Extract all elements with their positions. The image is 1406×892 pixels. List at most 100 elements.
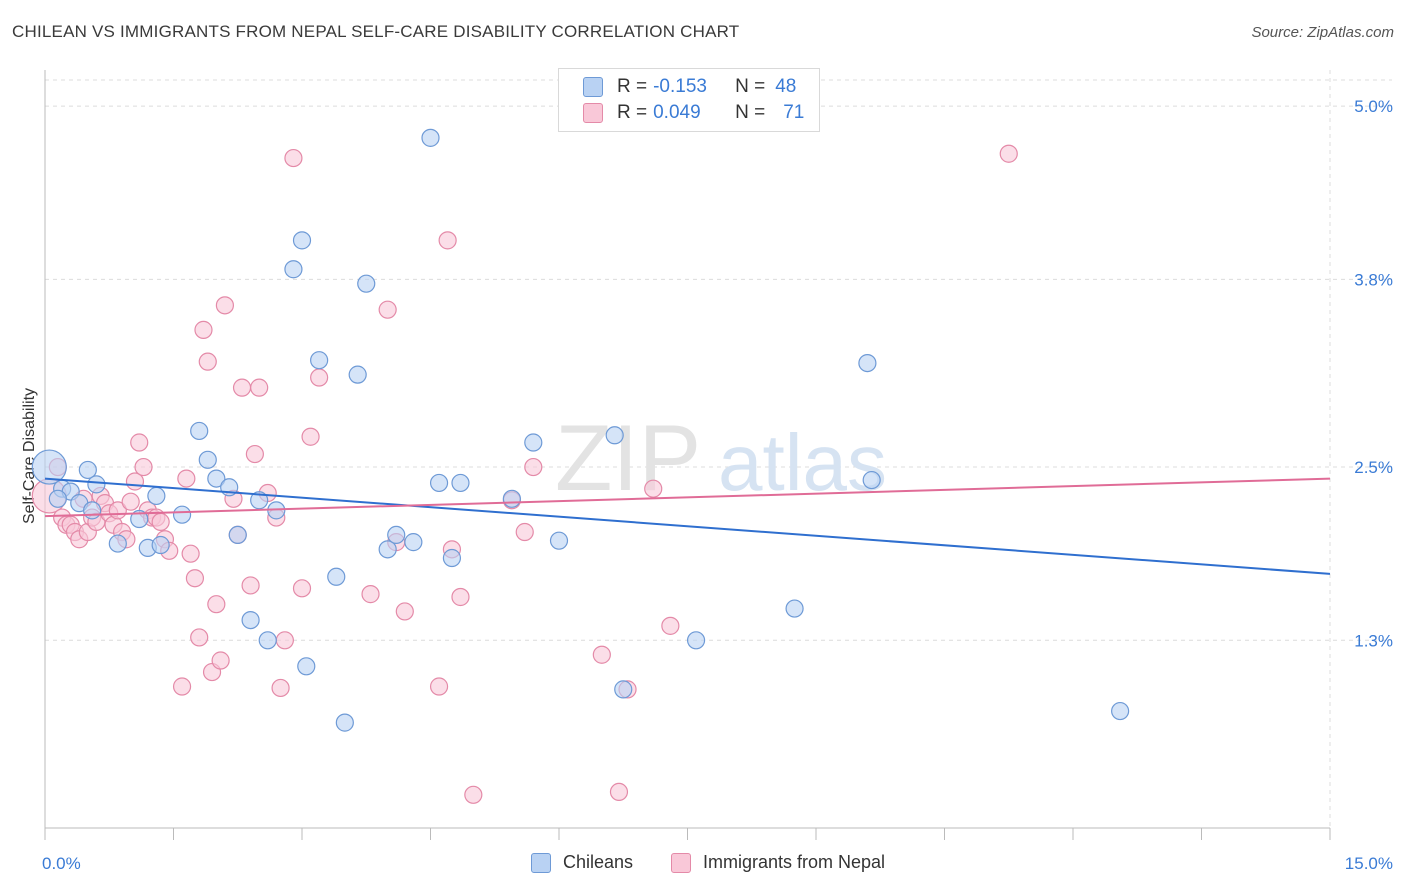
nepal-point bbox=[211, 651, 230, 670]
y-tick-label: 5.0% bbox=[1354, 97, 1393, 116]
nepal-point bbox=[999, 144, 1018, 163]
nepal-point bbox=[121, 492, 140, 511]
chilean-point bbox=[108, 534, 127, 553]
nepal-point bbox=[185, 569, 205, 588]
x-tick-label: 15.0% bbox=[1345, 854, 1393, 873]
chilean-point bbox=[292, 231, 312, 250]
chilean-point bbox=[858, 353, 877, 373]
nepal-point bbox=[310, 368, 329, 387]
chilean-point bbox=[442, 548, 462, 568]
chilean-point bbox=[404, 533, 423, 552]
chilean-point bbox=[151, 535, 170, 555]
chilean-point bbox=[172, 505, 192, 524]
chilean-point bbox=[31, 449, 67, 485]
nepal-point bbox=[515, 522, 534, 542]
chilean-point bbox=[198, 450, 217, 469]
nepal-point bbox=[181, 544, 200, 563]
chilean-point bbox=[48, 489, 67, 508]
chilean-point bbox=[387, 525, 406, 545]
nepal-point bbox=[275, 631, 294, 650]
chilean-point bbox=[785, 599, 804, 618]
watermark-zip: ZIP bbox=[555, 405, 701, 510]
chilean-point bbox=[190, 421, 209, 441]
nepal-point bbox=[245, 444, 264, 464]
chilean-point bbox=[335, 713, 354, 732]
nepal-point bbox=[241, 576, 260, 595]
nepal-point bbox=[438, 231, 457, 250]
chilean-point bbox=[250, 491, 269, 510]
nepal-point bbox=[134, 457, 153, 477]
nepal-point bbox=[661, 616, 680, 635]
legend-r-value: 0.049 bbox=[653, 102, 701, 123]
chilean-point bbox=[284, 260, 303, 279]
legend-n-label: N = bbox=[735, 102, 766, 123]
chilean-point bbox=[83, 501, 102, 520]
legend-n-value: 71 bbox=[783, 102, 805, 123]
chilean-point bbox=[549, 531, 569, 550]
nepal-point bbox=[194, 320, 213, 339]
chilean-point bbox=[357, 274, 376, 293]
series-legend: Chileans Immigrants from Nepal bbox=[0, 852, 1406, 878]
axes bbox=[44, 70, 1331, 840]
legend-n-label: N = bbox=[735, 76, 766, 97]
nepal-point bbox=[292, 579, 312, 598]
legend-swatch-chileans bbox=[531, 852, 551, 873]
watermark: ZIP atlas bbox=[555, 405, 887, 510]
chilean-point bbox=[614, 680, 633, 699]
legend-swatch-chileans bbox=[583, 77, 603, 97]
nepal-point bbox=[172, 677, 192, 696]
nepal-point bbox=[190, 628, 209, 647]
chart-title: CHILEAN VS IMMIGRANTS FROM NEPAL SELF-CA… bbox=[12, 22, 740, 41]
nepal-trend-line bbox=[44, 477, 1331, 518]
y-tick-label: 2.5% bbox=[1354, 458, 1393, 477]
chilean-point bbox=[451, 473, 470, 493]
nepal-point bbox=[395, 602, 414, 621]
chilean-point bbox=[348, 365, 367, 384]
chilean-point bbox=[130, 509, 149, 529]
tick-labels: 1.3% 2.5% 3.8% 5.0% 0.0% 15.0% bbox=[42, 97, 1393, 873]
chilean-point bbox=[207, 469, 226, 488]
nepal-point bbox=[378, 300, 397, 319]
nepal-point bbox=[151, 512, 170, 532]
stats-legend: R = -0.153 N = 48 R = 0.049 N = 71 bbox=[558, 68, 820, 132]
legend-r-value: -0.153 bbox=[653, 76, 707, 97]
legend-row-nepal: R = 0.049 N = 71 bbox=[583, 100, 804, 126]
nepal-point bbox=[198, 352, 217, 371]
chilean-point bbox=[605, 426, 624, 445]
nepal-point bbox=[250, 378, 269, 397]
nepal-point bbox=[464, 785, 483, 804]
x-tick-label: 0.0% bbox=[42, 854, 81, 873]
legend-r-label: R = bbox=[617, 102, 648, 123]
nepal-point bbox=[301, 427, 320, 446]
chilean-point bbox=[147, 486, 166, 506]
nepal-point bbox=[271, 678, 290, 698]
chilean-point bbox=[429, 473, 449, 493]
legend-label-chileans: Chileans bbox=[563, 852, 634, 872]
legend-r-label: R = bbox=[617, 76, 648, 97]
legend-item-nepal[interactable]: Immigrants from Nepal bbox=[671, 852, 885, 873]
nepal-point bbox=[592, 645, 611, 664]
nepal-point bbox=[215, 296, 234, 315]
chilean-point bbox=[78, 460, 97, 480]
chilean-point bbox=[686, 631, 706, 650]
legend-swatch-nepal bbox=[671, 852, 691, 873]
chilean-point bbox=[421, 128, 440, 147]
chilean-point bbox=[228, 525, 247, 545]
chileans-trend-line bbox=[44, 477, 1331, 575]
chilean-point bbox=[524, 433, 543, 452]
nepal-point bbox=[232, 378, 252, 397]
chilean-point bbox=[502, 489, 521, 508]
legend-item-chileans[interactable]: Chileans bbox=[531, 852, 633, 873]
nepal-point bbox=[130, 433, 149, 452]
nepal-point bbox=[609, 782, 629, 802]
chilean-point bbox=[297, 657, 316, 676]
legend-row-chileans: R = -0.153 N = 48 bbox=[583, 74, 796, 100]
chilean-point bbox=[862, 470, 881, 490]
nepal-point bbox=[429, 677, 449, 696]
trend-lines bbox=[44, 477, 1331, 575]
nepal-point bbox=[207, 595, 226, 614]
nepal-point bbox=[451, 587, 470, 607]
nepal-point bbox=[361, 585, 380, 604]
chilean-point bbox=[87, 475, 106, 494]
